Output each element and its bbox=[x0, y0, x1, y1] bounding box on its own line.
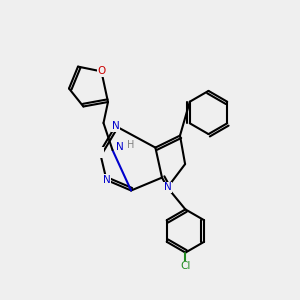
Text: O: O bbox=[97, 66, 106, 76]
Text: N: N bbox=[116, 142, 124, 152]
Text: N: N bbox=[112, 121, 119, 131]
Text: Cl: Cl bbox=[180, 261, 190, 271]
Text: H: H bbox=[127, 140, 134, 150]
Text: N: N bbox=[164, 182, 171, 193]
Text: N: N bbox=[103, 175, 110, 185]
